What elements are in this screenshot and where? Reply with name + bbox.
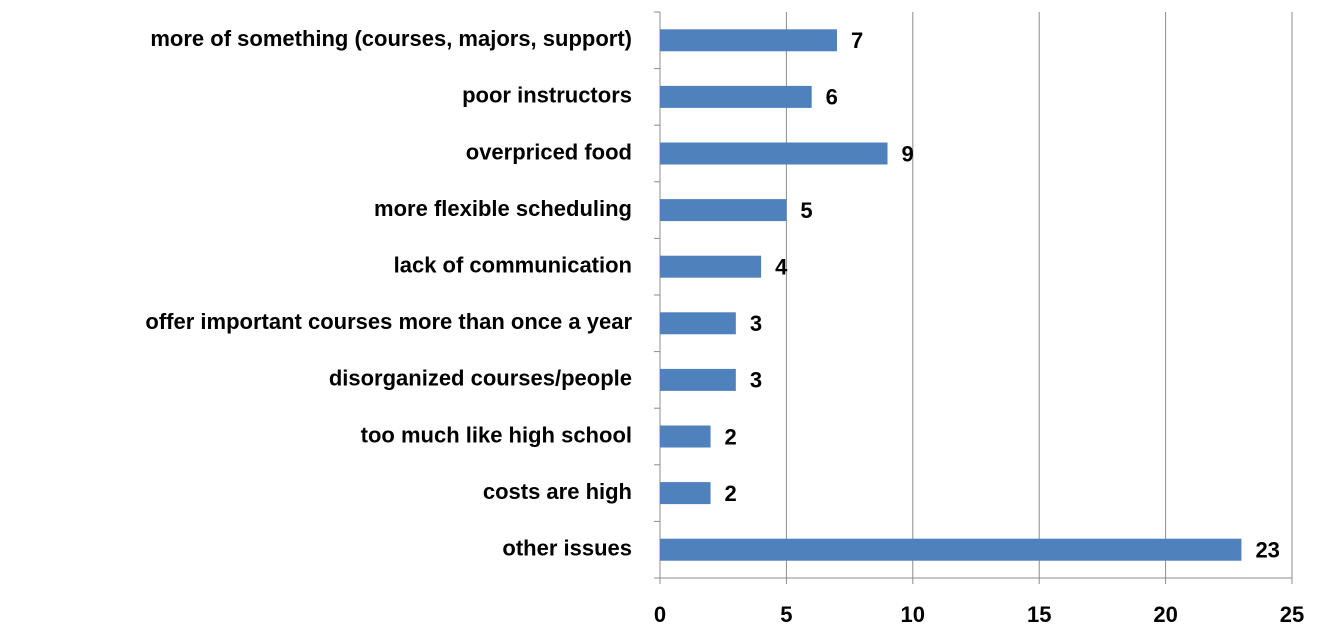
y-tick-label: costs are high (483, 479, 632, 504)
data-label: 6 (826, 85, 838, 110)
data-label: 4 (775, 255, 788, 280)
data-label: 23 (1255, 538, 1279, 563)
y-tick-label: poor instructors (462, 83, 632, 108)
data-label: 9 (902, 141, 914, 166)
bar (660, 85, 812, 108)
data-label: 2 (725, 424, 737, 449)
x-tick-label: 10 (901, 602, 925, 627)
bar (660, 482, 711, 505)
x-tick-label: 15 (1027, 602, 1051, 627)
data-label: 2 (725, 481, 737, 506)
bar (660, 312, 736, 335)
y-tick-label: more flexible scheduling (374, 196, 632, 221)
bar (660, 199, 787, 222)
bar (660, 255, 762, 278)
data-label: 3 (750, 311, 762, 336)
y-tick-label: more of something (courses, majors, supp… (150, 26, 632, 51)
y-tick-label: too much like high school (361, 422, 632, 447)
x-tick-label: 25 (1280, 602, 1304, 627)
x-tick-label: 20 (1153, 602, 1177, 627)
y-tick-label: lack of communication (394, 253, 632, 278)
y-tick-label: other issues (502, 536, 632, 561)
bar (660, 425, 711, 448)
data-label: 7 (851, 28, 863, 53)
bar (660, 142, 888, 165)
bar (660, 538, 1242, 561)
y-tick-label: overpriced food (466, 139, 632, 164)
y-tick-label: disorganized courses/people (329, 366, 632, 391)
data-label: 3 (750, 368, 762, 393)
x-tick-label: 5 (780, 602, 792, 627)
bar (660, 368, 736, 391)
y-tick-label: offer important courses more than once a… (145, 309, 632, 334)
data-label: 5 (800, 198, 812, 223)
bar (660, 29, 837, 52)
x-tick-label: 0 (654, 602, 666, 627)
